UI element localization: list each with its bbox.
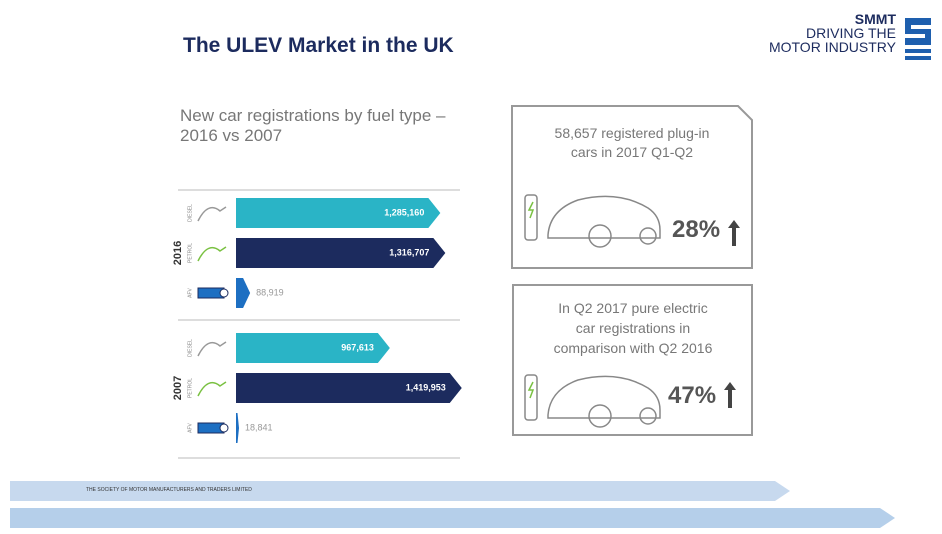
- battery-icon: [220, 289, 228, 297]
- logo: SMMT DRIVING THE MOTOR INDUSTRY: [760, 12, 896, 54]
- group-label: 2007: [172, 376, 184, 400]
- card-text: In Q2 2017 pure electric car registratio…: [515, 298, 751, 358]
- value-label: 1,316,707: [389, 247, 429, 257]
- value-label: 88,919: [256, 287, 284, 297]
- slide-title: The ULEV Market in the UK: [183, 34, 454, 58]
- footer-text: THE SOCIETY OF MOTOR MANUFACTURERS AND T…: [86, 487, 252, 493]
- card-line: In Q2 2017 pure electric: [515, 298, 751, 318]
- logo-line: MOTOR INDUSTRY: [760, 40, 896, 54]
- pump-icon: [198, 207, 226, 221]
- card-line: comparison with Q2 2016: [515, 338, 751, 358]
- value-label: 18,841: [245, 422, 273, 432]
- slide: 2016 DIESEL 1,285,160 PETROL 1,316,707 AFV 88,…: [0, 0, 942, 534]
- logo-mark: [905, 18, 931, 60]
- bar: [236, 278, 250, 308]
- card-line: cars in 2017 Q1-Q2: [514, 143, 750, 162]
- pump-icon: [198, 247, 226, 261]
- pump-icon: [198, 382, 226, 396]
- card-figure: 47%: [668, 382, 716, 410]
- category-label: AFV: [187, 422, 193, 432]
- logo-name: SMMT: [760, 12, 896, 26]
- logo-line: DRIVING THE: [760, 26, 896, 40]
- bar: [236, 413, 239, 443]
- battery-icon: [220, 424, 228, 432]
- card-line: 58,657 registered plug-in: [514, 124, 750, 143]
- value-label: 1,419,953: [406, 382, 446, 392]
- value-label: 1,285,160: [384, 207, 424, 217]
- category-label: PETROL: [187, 378, 193, 398]
- pump-icon: [198, 342, 226, 356]
- card-text: 58,657 registered plug-in cars in 2017 Q…: [514, 124, 750, 162]
- artwork: 2016 DIESEL 1,285,160 PETROL 1,316,707 AFV 88,…: [0, 0, 942, 534]
- card-line: car registrations in: [515, 318, 751, 338]
- footer-stripe: [10, 508, 895, 528]
- chart-title: New car registrations by fuel type – 201…: [180, 106, 470, 146]
- group-label: 2016: [172, 241, 184, 265]
- category-label: AFV: [187, 287, 193, 297]
- card-figure: 28%: [672, 216, 720, 244]
- category-label: DIESEL: [187, 339, 193, 357]
- category-label: PETROL: [187, 243, 193, 263]
- category-label: DIESEL: [187, 204, 193, 222]
- value-label: 967,613: [341, 342, 374, 352]
